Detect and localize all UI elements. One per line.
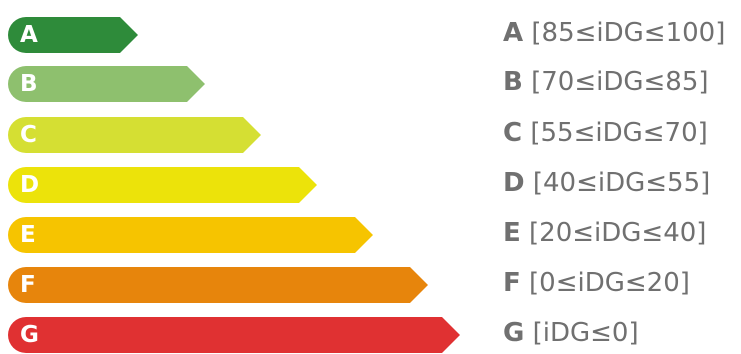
rating-label-g: G [iDG≤0]	[503, 315, 639, 351]
rating-arrow-b	[8, 66, 205, 102]
rating-bar-a: A	[8, 17, 138, 53]
rating-arrow-shape	[8, 217, 373, 253]
rating-bar-e: E	[8, 217, 373, 253]
rating-label-range-d: [40≤iDG≤55]	[532, 168, 711, 198]
rating-label-letter-c: C	[503, 118, 523, 148]
rating-bar-c: C	[8, 117, 261, 153]
rating-arrow-e	[8, 217, 373, 253]
rating-arrow-shape	[8, 117, 261, 153]
rating-label-b: B [70≤iDG≤85]	[503, 64, 709, 100]
rating-label-letter-e: E	[503, 218, 521, 248]
rating-arrow-d	[8, 167, 317, 203]
rating-letter-c: C	[20, 122, 37, 148]
rating-bar-f: F	[8, 267, 428, 303]
rating-arrow-shape	[8, 317, 460, 353]
rating-letter-d: D	[20, 172, 40, 198]
rating-arrow-f	[8, 267, 428, 303]
rating-label-d: D [40≤iDG≤55]	[503, 165, 710, 201]
rating-letter-b: B	[20, 71, 38, 97]
rating-arrow-g	[8, 317, 460, 353]
rating-arrow-shape	[8, 167, 317, 203]
rating-bar-d: D	[8, 167, 317, 203]
rating-label-range-c: [55≤iDG≤70]	[530, 118, 708, 148]
rating-arrow-c	[8, 117, 261, 153]
rating-letter-f: F	[20, 272, 36, 298]
rating-letter-e: E	[20, 222, 36, 248]
rating-label-range-g: [iDG≤0]	[532, 318, 639, 348]
rating-letter-a: A	[20, 22, 38, 48]
rating-label-c: C [55≤iDG≤70]	[503, 115, 708, 151]
rating-label-letter-a: A	[503, 18, 524, 48]
rating-label-range-a: [85≤iDG≤100]	[531, 18, 726, 48]
rating-bar-g: G	[8, 317, 460, 353]
rating-label-letter-d: D	[503, 168, 525, 198]
rating-label-letter-f: F	[503, 268, 521, 298]
rating-label-f: F [0≤iDG≤20]	[503, 265, 690, 301]
rating-arrow-shape	[8, 17, 138, 53]
rating-label-range-e: [20≤iDG≤40]	[529, 218, 707, 248]
rating-label-range-f: [0≤iDG≤20]	[529, 268, 690, 298]
rating-label-e: E [20≤iDG≤40]	[503, 215, 706, 251]
rating-label-letter-b: B	[503, 67, 523, 97]
rating-letter-g: G	[20, 322, 39, 348]
rating-label-letter-g: G	[503, 318, 525, 348]
rating-bar-b: B	[8, 66, 205, 102]
rating-arrow-a	[8, 17, 138, 53]
rating-label-range-b: [70≤iDG≤85]	[531, 67, 709, 97]
rating-arrow-shape	[8, 267, 428, 303]
rating-arrow-shape	[8, 66, 205, 102]
rating-label-a: A [85≤iDG≤100]	[503, 15, 725, 51]
